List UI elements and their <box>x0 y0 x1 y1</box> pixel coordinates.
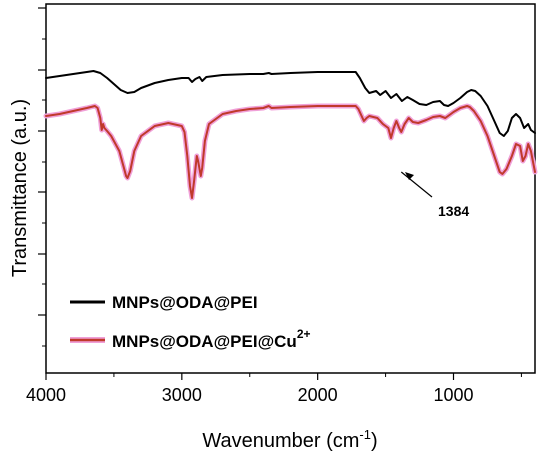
y-axis-ticks <box>38 7 46 347</box>
x-axis-label: Wavenumber (cm-1) <box>202 427 377 452</box>
series-layer <box>43 70 538 201</box>
x-axis-label-tail: ) <box>371 430 378 452</box>
x-tick-label-2000: 2000 <box>298 385 338 405</box>
annotation-label: 1384 <box>438 203 469 219</box>
annotation-arrow <box>400 171 433 198</box>
x-axis-ticks: 4000 3000 2000 1000 <box>26 373 522 405</box>
legend-label-series-0: MNPs@ODA@PEI <box>112 293 258 312</box>
x-tick-label-3000: 3000 <box>162 385 202 405</box>
series-0-line <box>45 70 536 137</box>
x-axis-label-main: Wavenumber (cm <box>202 430 359 452</box>
legend-label-series-1: MNPs@ODA@PEI@Cu2+ <box>112 327 311 351</box>
annotation-arrowhead <box>405 172 414 180</box>
plot-frame <box>45 3 536 374</box>
x-axis-label-sup: -1 <box>359 427 371 442</box>
x-tick-label-1000: 1000 <box>433 385 473 405</box>
series-1-line <box>45 105 536 199</box>
annotation: 1384 <box>400 171 469 219</box>
legend-label-series-1-main: MNPs@ODA@PEI@Cu <box>112 332 297 351</box>
x-tick-label-4000: 4000 <box>26 385 66 405</box>
y-axis-label: Transmittance (a.u.) <box>9 99 31 277</box>
legend-label-series-1-sup: 2+ <box>297 327 311 341</box>
legend: MNPs@ODA@PEI MNPs@ODA@PEI@Cu2+ <box>70 293 311 351</box>
